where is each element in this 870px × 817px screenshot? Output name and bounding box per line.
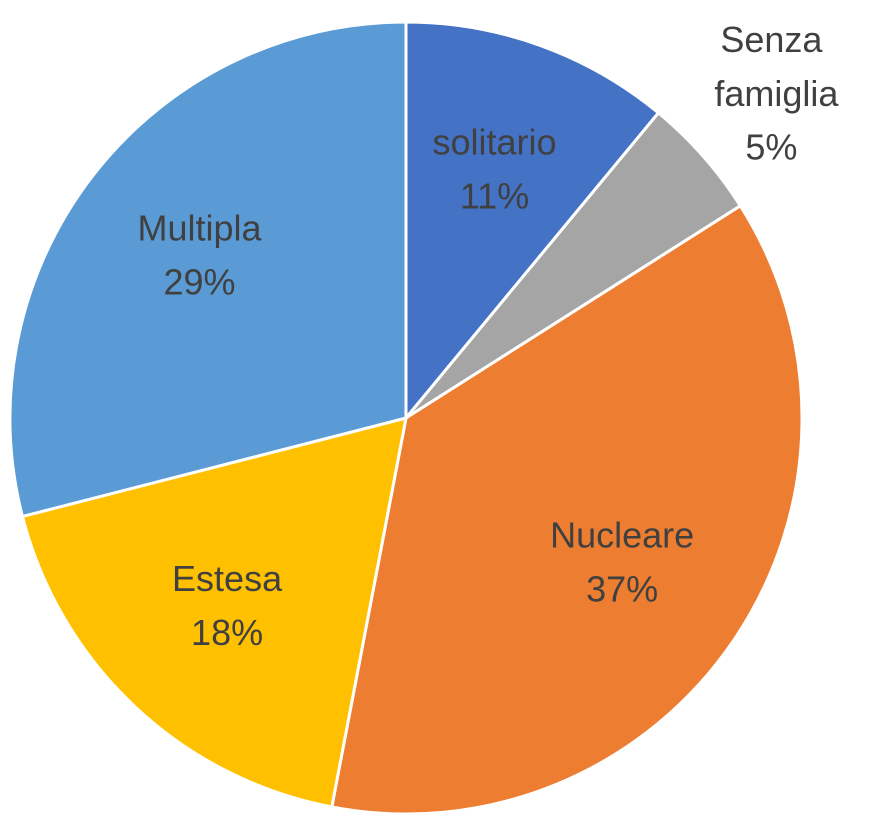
- slice-label: solitario: [433, 122, 557, 163]
- slice-value-label: 18%: [191, 612, 263, 653]
- pie-slice: [20, 415, 408, 809]
- slice-label: Senza famiglia: [704, 18, 839, 113]
- slice-label: Multipla: [137, 207, 262, 248]
- slice-value-label: 29%: [163, 261, 235, 302]
- pie-slice: [404, 20, 661, 423]
- slice-label: Nucleare: [550, 514, 694, 555]
- slice-value-label: 11%: [460, 176, 529, 217]
- slice-label: Estesa: [172, 558, 283, 599]
- slice-value-label: 5%: [745, 126, 797, 167]
- slice-value-label: 37%: [586, 568, 658, 609]
- pie-slice: [8, 20, 408, 519]
- pie-slice: [330, 203, 804, 816]
